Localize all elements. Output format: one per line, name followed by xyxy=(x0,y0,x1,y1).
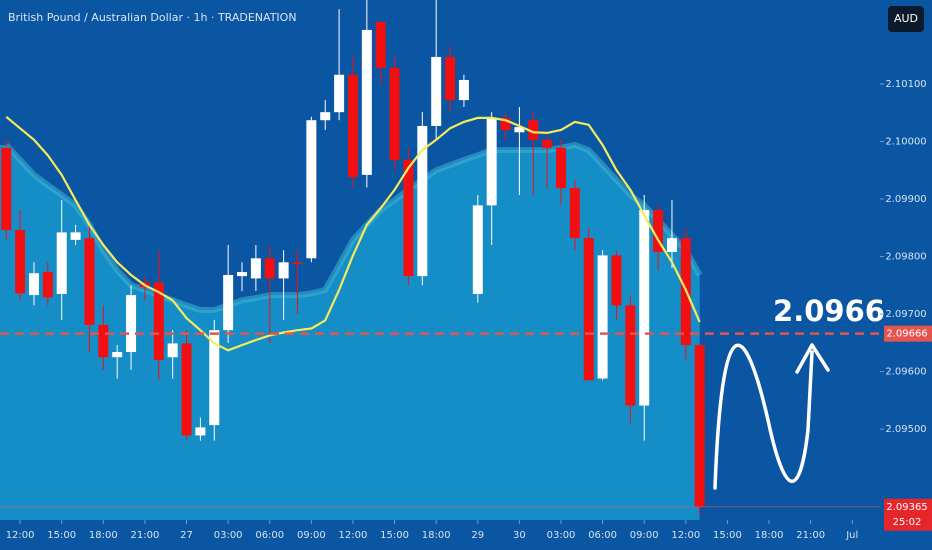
candle-body xyxy=(70,232,81,240)
candle-body xyxy=(542,139,553,148)
candle-body xyxy=(583,238,594,381)
x-tick-label: 03:00 xyxy=(547,530,576,541)
candle-body xyxy=(403,159,414,277)
x-tick-label: 12:00 xyxy=(339,530,368,541)
projection-arrow xyxy=(713,343,814,490)
candle-body xyxy=(514,127,525,133)
candle-body xyxy=(181,343,192,436)
candle-body xyxy=(347,74,358,178)
y-tick-label: 2.10100 xyxy=(885,79,926,90)
candle-body xyxy=(209,330,220,426)
candle-body xyxy=(42,272,53,298)
candle-body xyxy=(306,120,317,259)
y-tick-label: 2.09900 xyxy=(885,194,926,205)
candle-body xyxy=(223,274,234,331)
candle-body xyxy=(694,345,705,507)
candle-body xyxy=(666,238,677,252)
last-price-box xyxy=(884,498,932,531)
x-tick-label: 21:00 xyxy=(131,530,160,541)
candle-body xyxy=(15,230,26,294)
x-tick-label: 06:00 xyxy=(255,530,284,541)
candle-body xyxy=(389,67,400,160)
x-tick-label: 18:00 xyxy=(422,530,451,541)
candle-body xyxy=(195,427,206,436)
candle-body xyxy=(292,262,303,265)
candle-body xyxy=(1,147,12,231)
candle-body xyxy=(112,352,123,358)
candle-body xyxy=(126,295,137,353)
x-tick-label: 15:00 xyxy=(713,530,742,541)
x-tick-label: 15:00 xyxy=(47,530,76,541)
arrow-head xyxy=(795,343,830,374)
x-tick-label: 03:00 xyxy=(214,530,243,541)
x-tick-label: 15:00 xyxy=(380,530,409,541)
x-tick-label: 09:00 xyxy=(297,530,326,541)
x-tick-label: 29 xyxy=(471,530,484,541)
chart-title: British Pound / Australian Dollar · 1h ·… xyxy=(8,11,297,24)
candle-body xyxy=(556,147,567,189)
moving-average-line xyxy=(5,115,701,352)
candle-body xyxy=(278,262,289,279)
x-tick-label: 12:00 xyxy=(6,530,35,541)
countdown-label: 25:02 xyxy=(893,517,922,528)
x-tick-label: 27 xyxy=(180,530,193,541)
candle-body xyxy=(431,56,442,126)
currency-button[interactable] xyxy=(888,6,924,32)
annotation: 2.0966 xyxy=(773,294,885,328)
candle-body xyxy=(597,255,608,379)
candle-body xyxy=(84,238,95,325)
y-tick-label: 2.09500 xyxy=(885,424,926,435)
candle-body xyxy=(153,282,164,361)
price-line-label: 2.09666 xyxy=(886,329,927,340)
x-tick-label: 12:00 xyxy=(671,530,700,541)
candle-body xyxy=(500,117,511,130)
candle-body xyxy=(528,120,539,140)
candle-body xyxy=(375,21,386,68)
candle-body xyxy=(264,258,275,279)
y-tick-label: 2.09700 xyxy=(885,309,926,320)
candle-body xyxy=(625,305,636,406)
candle-body xyxy=(361,29,372,175)
candle-body xyxy=(334,74,345,113)
candle-body xyxy=(653,209,664,252)
x-tick-label: 06:00 xyxy=(588,530,617,541)
candle-body xyxy=(237,272,248,277)
x-tick-label: 30 xyxy=(513,530,526,541)
y-tick-label: 2.09800 xyxy=(885,252,926,263)
plot-area xyxy=(0,0,884,520)
candle-body xyxy=(611,255,622,306)
candle-body xyxy=(458,79,469,101)
candle-body xyxy=(417,125,428,277)
price-line-box xyxy=(884,325,932,342)
candle-body xyxy=(98,325,109,358)
x-tick-label: 09:00 xyxy=(630,530,659,541)
x-tick-label: 18:00 xyxy=(89,530,118,541)
candle-body xyxy=(486,117,497,206)
indicator-area-edge xyxy=(4,141,703,313)
candle-body xyxy=(639,209,650,406)
candle-body xyxy=(56,232,67,294)
x-tick-label: 18:00 xyxy=(755,530,784,541)
candle-body xyxy=(28,273,39,296)
x-tick-label: Jul xyxy=(845,530,858,541)
candle-body xyxy=(250,258,261,279)
candle-body xyxy=(445,56,456,101)
candle-body xyxy=(472,205,483,294)
candle-body xyxy=(320,112,331,121)
currency-label: AUD xyxy=(894,12,918,25)
y-tick-label: 2.09600 xyxy=(885,367,926,378)
last-price-label: 2.09365 xyxy=(886,502,927,513)
x-tick-label: 21:00 xyxy=(796,530,825,541)
y-tick-label: 2.10000 xyxy=(885,137,926,148)
candle-body xyxy=(569,188,580,239)
candle-body xyxy=(167,343,178,358)
